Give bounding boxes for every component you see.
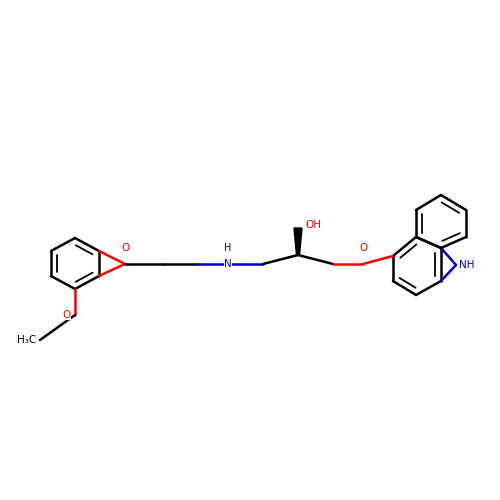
Text: N: N bbox=[224, 259, 232, 269]
Text: NH: NH bbox=[458, 260, 474, 270]
Text: OH: OH bbox=[306, 220, 322, 230]
Text: H: H bbox=[224, 243, 232, 253]
Polygon shape bbox=[294, 228, 302, 255]
Text: O: O bbox=[121, 243, 129, 253]
Text: H₃C: H₃C bbox=[17, 335, 36, 345]
Text: O: O bbox=[359, 243, 367, 253]
Text: O: O bbox=[63, 310, 71, 320]
